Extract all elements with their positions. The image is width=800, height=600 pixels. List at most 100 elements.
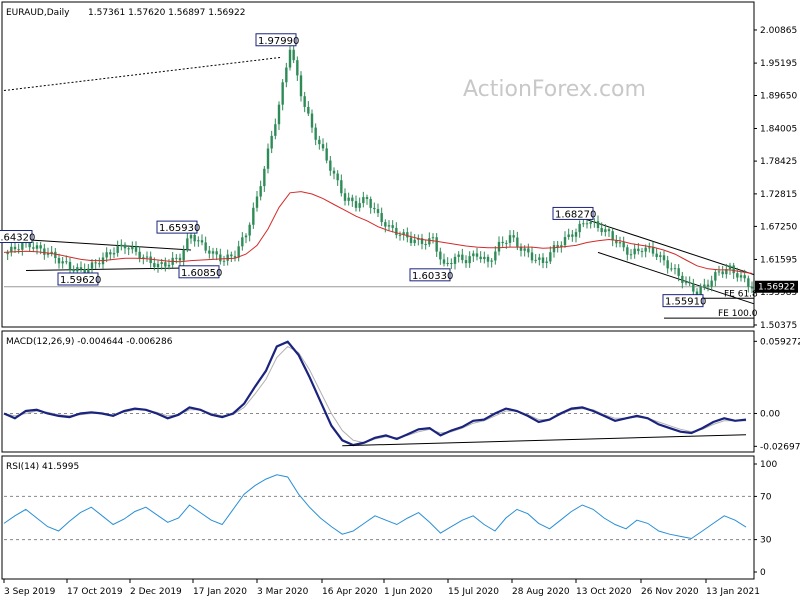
candle-body <box>512 235 515 238</box>
candle-body <box>534 259 537 261</box>
candle-body <box>167 264 171 267</box>
price-tick-label: 1.89650 <box>760 92 797 102</box>
candle-body <box>710 280 713 287</box>
candle-body <box>354 201 358 208</box>
candle-body <box>596 221 600 228</box>
candle-body <box>420 238 424 245</box>
fe-level-label: FE 61.8 <box>724 289 758 299</box>
candle-body <box>68 261 72 270</box>
candle-body <box>149 256 152 264</box>
candle-body <box>717 271 721 273</box>
candle-body <box>105 252 108 258</box>
candle-body <box>424 244 427 246</box>
price-panel-frame <box>1 1 755 328</box>
candle-body <box>57 258 61 264</box>
candle-body <box>659 255 662 257</box>
candle-body <box>450 262 453 264</box>
candle-body <box>332 170 336 174</box>
price-annotation-box <box>178 265 220 279</box>
macd-trendline <box>342 434 747 447</box>
candle-body <box>527 248 530 253</box>
candle-body <box>321 144 325 149</box>
x-tick-label: 16 Apr 2020 <box>322 587 378 597</box>
candles <box>6 43 754 301</box>
candle-body <box>442 259 446 264</box>
candle-body <box>662 255 666 261</box>
price-tick-label: 1.72815 <box>760 190 797 200</box>
candle-body <box>263 168 266 187</box>
candle-body <box>505 242 508 244</box>
candle-body <box>406 232 409 238</box>
candle-body <box>589 221 592 224</box>
candle-body <box>211 251 215 254</box>
moving-average-line <box>3 191 753 274</box>
price-annotation-label: 1.64320 <box>0 233 35 244</box>
candle-body <box>435 237 438 252</box>
candle-body <box>486 256 490 262</box>
candle-body <box>490 260 493 262</box>
price-annotation-label: 1.65930 <box>159 223 200 234</box>
macd-tick-label: 0.00 <box>760 409 780 419</box>
candle-body <box>241 237 244 247</box>
candle-body <box>222 260 226 262</box>
candle-body <box>567 234 570 238</box>
candle-body <box>182 249 185 261</box>
candle-body <box>695 291 699 296</box>
candle-body <box>186 238 189 250</box>
last-price-box <box>755 280 798 293</box>
candle-body <box>87 268 90 273</box>
candle-body <box>116 246 119 253</box>
candle-body <box>413 239 416 244</box>
candle-body <box>79 267 83 270</box>
candle-body <box>351 197 354 202</box>
candle-body <box>574 232 578 237</box>
candle-body <box>94 262 97 264</box>
candle-body <box>61 261 64 264</box>
macd-title: MACD(12,26,9) -0.004644 -0.006286 <box>6 337 173 347</box>
candle-body <box>365 197 369 199</box>
candle-body <box>468 256 471 264</box>
candle-body <box>274 124 277 136</box>
price-annotation-label: 1.59620 <box>60 275 101 286</box>
candle-body <box>387 225 391 227</box>
candle-body <box>153 263 156 268</box>
candle-body <box>193 234 196 242</box>
candle-body <box>362 197 365 204</box>
candle-body <box>699 286 702 296</box>
candle-body <box>131 246 134 250</box>
candle-body <box>618 242 622 244</box>
candle-body <box>17 249 20 251</box>
candle-body <box>750 286 754 289</box>
candle-body <box>98 263 101 265</box>
rsi-axis: 100 70 30 0 <box>4 460 777 578</box>
x-tick-label: 26 Nov 2020 <box>641 587 699 597</box>
x-tick-label: 13 Oct 2020 <box>576 587 632 597</box>
candle-body <box>310 113 314 128</box>
candle-body <box>13 246 17 250</box>
macd-axis: 0.059272 0.00 -0.026978 <box>4 337 800 452</box>
candle-body <box>160 262 163 264</box>
price-annotation-label: 1.97990 <box>258 36 299 47</box>
candle-body <box>560 245 563 248</box>
candle-body <box>732 265 735 274</box>
candle-body <box>714 272 717 281</box>
candle-body <box>545 261 548 263</box>
rsi-tick-label: 100 <box>760 460 777 470</box>
candle-body <box>303 96 306 107</box>
candle-body <box>90 262 94 269</box>
macd-line <box>3 340 747 447</box>
trendlines <box>3 56 755 319</box>
x-tick-label: 3 Mar 2020 <box>257 587 309 597</box>
price-annotation-box <box>662 294 704 308</box>
candle-body <box>409 237 413 244</box>
candle-body <box>655 253 658 257</box>
candle-body <box>578 223 581 233</box>
candle-body <box>325 148 328 161</box>
candle-body <box>556 245 559 248</box>
candle-body <box>178 257 182 261</box>
candle-body <box>640 251 644 253</box>
candle-body <box>651 247 655 254</box>
candle-body <box>39 245 42 249</box>
candle-body <box>226 254 229 261</box>
candle-body <box>626 247 629 255</box>
